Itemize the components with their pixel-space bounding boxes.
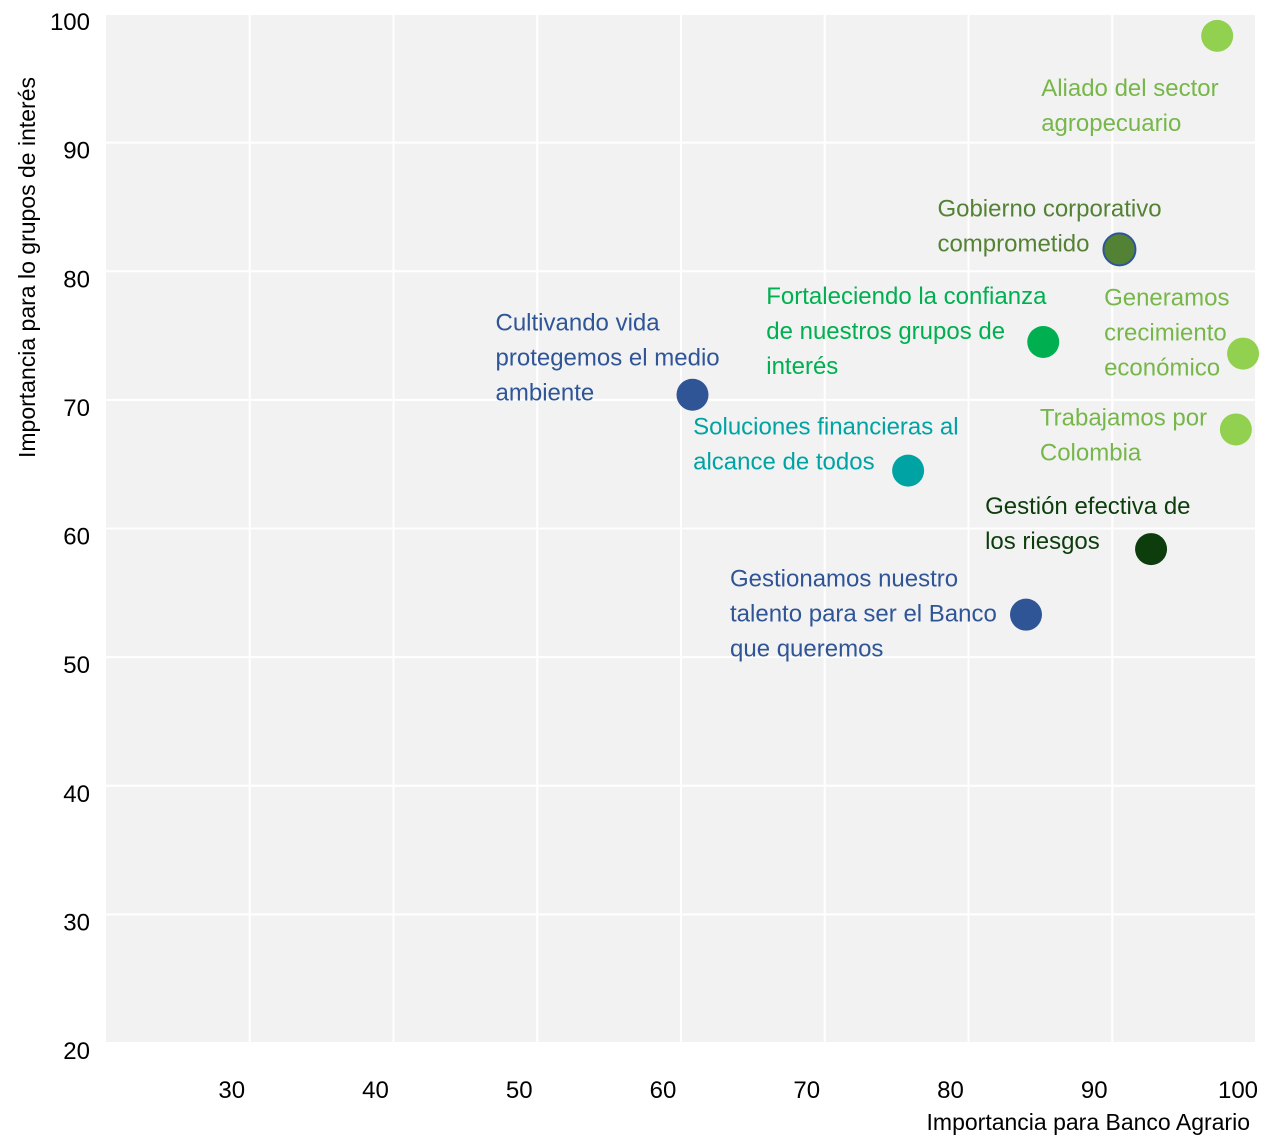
data-points	[676, 19, 1260, 631]
x-tick-label: 100	[1218, 1077, 1258, 1104]
point-label: Gestión efectiva de	[985, 493, 1190, 520]
data-point	[1219, 413, 1252, 446]
data-point	[892, 454, 925, 487]
x-tick-label: 70	[793, 1077, 820, 1104]
point-label: Soluciones financieras al	[693, 414, 959, 441]
y-tick-label: 70	[63, 395, 90, 422]
y-tick-label: 80	[63, 266, 90, 293]
y-tick-label: 60	[63, 524, 90, 551]
y-tick-label: 50	[63, 652, 90, 679]
y-tick-labels: 20 30 40 50 60 70 80 90 100	[50, 9, 90, 1065]
point-label: crecimiento	[1104, 320, 1227, 347]
point-labels: Aliado del sector agropecuario Gobierno co…	[496, 75, 1230, 663]
point-label: alcance de todos	[693, 449, 874, 476]
x-tick-label: 60	[650, 1077, 677, 1104]
point-label: comprometido	[937, 230, 1089, 257]
point-label: Colombia	[1040, 439, 1142, 466]
point-label: de nuestros grupos de	[766, 318, 1005, 345]
data-point	[1201, 19, 1234, 52]
point-label: protegemos el medio	[496, 345, 720, 372]
point-label: Cultivando vida	[496, 310, 661, 337]
point-label: Gobierno corporativo	[937, 195, 1161, 222]
x-tick-label: 30	[218, 1077, 245, 1104]
data-point	[676, 378, 709, 411]
data-point	[1227, 337, 1260, 370]
point-label: los riesgos	[985, 528, 1100, 555]
x-tick-label: 40	[362, 1077, 389, 1104]
y-tick-label: 40	[63, 781, 90, 808]
y-tick-label: 20	[63, 1038, 90, 1065]
point-label: Trabajamos por	[1040, 404, 1207, 431]
point-label: económico	[1104, 355, 1220, 382]
y-tick-label: 30	[63, 909, 90, 936]
x-tick-label: 50	[506, 1077, 533, 1104]
x-tick-label: 90	[1081, 1077, 1108, 1104]
x-tick-label: 80	[937, 1077, 964, 1104]
point-label: Gestionamos nuestro	[730, 566, 958, 593]
point-label: Fortaleciendo la confianza	[766, 283, 1047, 310]
y-axis-title: Importancia para lo grupos de interés	[14, 77, 40, 458]
data-point	[1135, 533, 1168, 566]
point-label: Aliado del sector	[1041, 75, 1218, 102]
point-label: ambiente	[496, 380, 595, 407]
y-tick-label: 100	[50, 9, 90, 36]
point-label: Generamos	[1104, 285, 1229, 312]
y-tick-label: 90	[63, 138, 90, 165]
x-tick-labels: 30 40 50 60 70 80 90 100	[218, 1077, 1258, 1104]
data-point	[1027, 325, 1060, 358]
point-label: talento para ser el Banco	[730, 601, 997, 628]
point-label: agropecuario	[1041, 110, 1181, 137]
point-label: que queremos	[730, 636, 883, 663]
data-point	[1102, 232, 1137, 267]
x-axis-title: Importancia para Banco Agrario	[927, 1109, 1250, 1135]
point-label: interés	[766, 353, 838, 380]
data-point	[1010, 598, 1042, 631]
